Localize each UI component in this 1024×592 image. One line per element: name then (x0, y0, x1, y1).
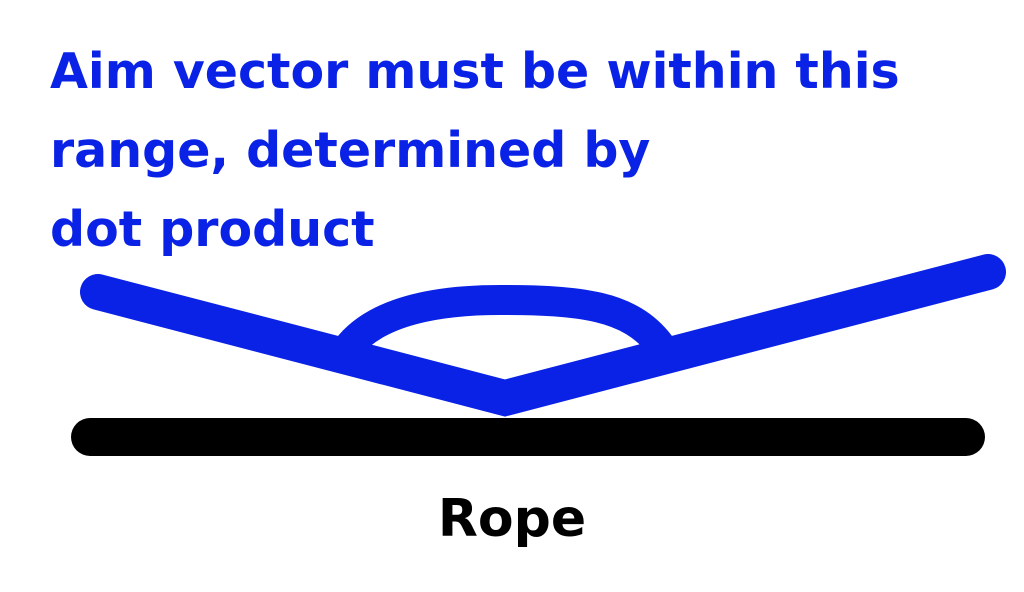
caption-line: Aim vector must be within this (50, 43, 900, 100)
caption-line: dot product (50, 201, 375, 258)
rope-label: Rope (437, 489, 587, 549)
caption-text: Aim vector must be within this range, de… (50, 32, 990, 269)
aim-range-lines (80, 254, 1006, 417)
caption-line: range, determined by (50, 122, 651, 179)
angle-arc (335, 284, 675, 360)
